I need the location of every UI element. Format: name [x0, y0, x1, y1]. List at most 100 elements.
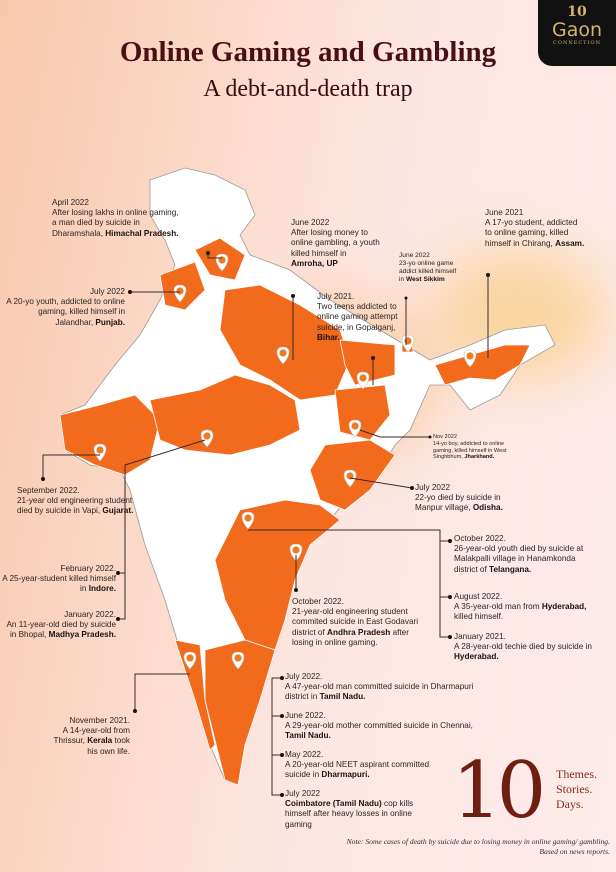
series-words: Themes. Stories. Days.: [556, 767, 597, 812]
annotation-text: 22-yo died by suicide in Manpur village,: [415, 493, 501, 513]
annotation-andhra: October 2022. 21-year-old engineering stu…: [292, 597, 427, 648]
annotation-text: 26-year-old youth died by suicide at Mal…: [454, 544, 584, 574]
annotation-bhopal: January 2022. An 11-year-old died by suic…: [0, 610, 116, 641]
annotation-himachal: April 2022 After losing lakhs in online g…: [52, 198, 184, 239]
annotation-location: Amroha, UP: [291, 258, 338, 268]
annotation-text-after: cop kills himself after heavy losses in …: [285, 799, 414, 829]
map-pin-dot: [186, 654, 194, 662]
map-pin-dot: [176, 287, 184, 295]
map-pin-dot: [466, 352, 474, 360]
annotation-date: January 2021.: [454, 632, 506, 641]
state-up: [219, 284, 351, 401]
map-pin-dot: [404, 337, 412, 345]
annotation-location: Tamil Nadu.: [319, 692, 366, 702]
page-subtitle: A debt-and-death trap: [203, 76, 413, 102]
annotation-date: January 2022.: [64, 610, 116, 619]
annotation-date: September 2022.: [17, 486, 80, 495]
state-tamilnadu: [204, 639, 276, 786]
annotation-hyderabad1: August 2022. A 35-year-old man from Hyder…: [454, 592, 594, 623]
annotation-text: A 17-yo student, addicted to online gami…: [485, 218, 578, 248]
annotation-text: Two teens addicted to online gaming atte…: [317, 302, 398, 332]
annotation-bihar: July 2021. Two teens addicted to online g…: [317, 292, 399, 343]
state-kerala: [174, 639, 216, 751]
annotation-date: April 2022: [52, 198, 89, 207]
annotation-date: July 2022: [415, 483, 451, 492]
annotation-telangana: October 2022. 26-year-old youth died by s…: [454, 534, 594, 575]
annotation-text: A 35-year-old man from: [454, 602, 540, 612]
annotation-text: 21-year old engineering student died by …: [17, 496, 133, 516]
map-pin-dot: [292, 546, 300, 554]
logo-badge: 10: [567, 4, 587, 20]
annotation-jharkhand: Nov 2022 14-yo boy, addicted to online ga…: [433, 434, 515, 461]
state-assam: [434, 344, 531, 386]
annotation-assam: June 2021 A 17-yo student, addicted to on…: [485, 208, 585, 249]
annotation-location: Hyderabad.: [454, 652, 499, 662]
annotation-date: June 2021: [485, 208, 524, 217]
series-word: Days.: [556, 797, 584, 811]
state-gujarat: [59, 394, 161, 476]
annotation-location: Bihar.: [317, 332, 340, 342]
series-word: Themes.: [556, 767, 597, 781]
annotation-date: June 2022.: [285, 711, 326, 720]
annotation-location: Andhra Pradesh: [327, 627, 391, 637]
annotation-amroha: June 2022 After losing money to online ga…: [291, 218, 381, 269]
annotation-location: Dharmapuri.: [321, 770, 370, 780]
logo-name: Gaon: [551, 19, 603, 41]
annotation-date: July 2021.: [317, 292, 355, 301]
annotation-date: June 2022: [291, 218, 330, 227]
state-mp: [149, 374, 301, 456]
annotation-dharmapuri1: July 2022. A 47-year-old man committed su…: [285, 672, 485, 703]
annotation-date: October 2022.: [292, 597, 344, 606]
annotation-text: A 28-year-old techie died by suicide in: [454, 642, 592, 652]
annotation-location: Hyderabad,: [541, 602, 587, 612]
annotation-chennai: June 2022. A 29-year-old mother committed…: [285, 711, 495, 742]
annotation-text-after: killed himself.: [454, 612, 504, 622]
location-pins: [93, 253, 477, 670]
annotation-text: After losing money to online gambling, a…: [291, 228, 380, 258]
annotation-coimbatore: July 2022 Coimbatore (Tamil Nadu) cop ki…: [285, 789, 435, 830]
annotation-date: July 2022.: [285, 672, 323, 681]
annotation-odisha: July 2022 22-yo died by suicide in Manpur…: [415, 483, 530, 514]
annotation-location: Kerala: [87, 736, 113, 746]
annotation-date: October 2022.: [454, 534, 506, 543]
annotation-date: July 2022: [89, 287, 125, 296]
annotation-text: A 20-yo youth, addicted to online gaming…: [6, 297, 125, 327]
state-jharkhand: [334, 384, 391, 441]
annotation-dharmapuri2: May 2022. A 20-year-old NEET aspirant com…: [285, 750, 445, 781]
annotation-location: Coimbatore (Tamil Nadu): [285, 799, 382, 809]
map-pin-dot: [359, 374, 367, 382]
map-pin-dot: [244, 514, 252, 522]
annotation-location: Indore.: [88, 584, 116, 594]
gaon-connection-logo: 10 Gaon CONNECTION: [538, 0, 616, 66]
annotation-text: A 47-year-old man committed suicide in D…: [285, 682, 474, 702]
series-number: 10: [452, 746, 546, 836]
state-bihar: [339, 339, 396, 386]
annotation-date: June 2022: [399, 252, 430, 259]
annotation-text: An 11-year-old died by suicide in Bhopal…: [6, 620, 116, 640]
annotation-sikkim: June 2022 23-yo online game addict killed…: [399, 252, 461, 284]
page-title: Online Gaming and Gambling: [119, 36, 497, 68]
annotation-text-after: took his own life.: [87, 736, 130, 756]
annotation-location: Assam.: [555, 238, 585, 248]
annotation-location: Gujarat.: [102, 506, 134, 516]
map-pin-dot: [96, 446, 104, 454]
map-pin-dot: [279, 349, 287, 357]
annotation-location: West Sikkim: [405, 276, 445, 283]
annotation-date: May 2022.: [285, 750, 324, 759]
annotation-date: February 2022.: [60, 564, 116, 573]
annotation-text: 23-yo online game addict killed himself …: [399, 260, 457, 283]
annotation-date: July 2022: [285, 789, 321, 798]
map-pin-dot: [203, 432, 211, 440]
map-pin-dot: [234, 654, 242, 662]
annotation-kerala: November 2021. A 14-year-old from Thrissu…: [50, 716, 130, 757]
annotation-location: Tamil Nadu.: [285, 731, 331, 741]
annotation-text: A 14-year-old from Thrissur,: [53, 726, 130, 746]
annotation-date: August 2022.: [454, 592, 503, 601]
annotation-text: A 29-year-old mother committed suicide i…: [285, 721, 473, 731]
map-pin-dot: [351, 422, 359, 430]
annotation-location: Jharkhand.: [464, 454, 495, 461]
annotation-location: Madhya Pradesh.: [48, 630, 116, 640]
annotation-text-after: after losing in online gaming.: [292, 627, 409, 647]
connector-lines: [42, 253, 489, 796]
